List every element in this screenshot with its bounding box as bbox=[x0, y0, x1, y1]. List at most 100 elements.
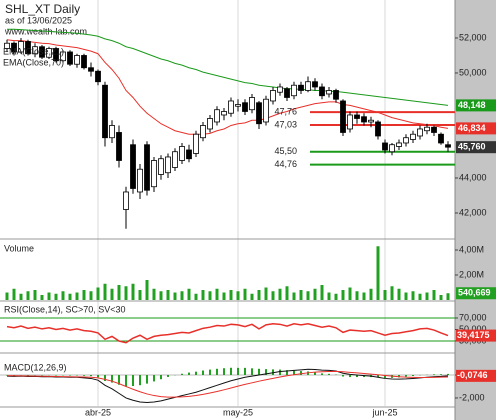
volume-bar bbox=[152, 288, 156, 300]
volume-bar bbox=[89, 291, 93, 300]
volume-bar bbox=[159, 291, 163, 300]
volume-bar bbox=[432, 290, 436, 300]
level-label: 44,76 bbox=[274, 159, 297, 169]
volume-bar bbox=[376, 246, 380, 300]
last-value-box bbox=[456, 369, 496, 382]
volume-bar bbox=[47, 292, 51, 300]
histogram-bar bbox=[160, 374, 162, 380]
volume-bar bbox=[166, 290, 170, 300]
volume-bar bbox=[383, 290, 387, 300]
level-label: 47,03 bbox=[274, 119, 297, 129]
histogram-bar bbox=[412, 374, 414, 377]
volume-bar bbox=[362, 292, 366, 300]
histogram-bar bbox=[125, 374, 127, 387]
histogram-bar bbox=[244, 367, 246, 375]
y-tick-label: 42,000 bbox=[459, 207, 487, 217]
candle-body bbox=[256, 102, 262, 125]
histogram-bar bbox=[209, 369, 211, 375]
plot-layer bbox=[0, 0, 456, 420]
histogram-bar bbox=[293, 370, 295, 375]
candle-body bbox=[249, 97, 255, 111]
volume-bar bbox=[425, 292, 429, 300]
volume-bar bbox=[117, 285, 121, 300]
volume-bar bbox=[327, 292, 331, 300]
level-label: 47,76 bbox=[274, 107, 297, 117]
candle-body bbox=[172, 151, 178, 168]
candle-body bbox=[116, 132, 122, 161]
histogram-bar bbox=[237, 367, 239, 375]
volume-bar bbox=[201, 290, 205, 300]
candle-body bbox=[137, 168, 143, 193]
volume-bar bbox=[61, 291, 65, 300]
volume-bar bbox=[229, 290, 233, 300]
y-tick-label: 50,000 bbox=[459, 67, 487, 77]
last-value-box bbox=[456, 141, 496, 154]
candle-body bbox=[193, 133, 199, 154]
ema-line bbox=[7, 28, 449, 106]
candle-body bbox=[424, 126, 430, 132]
histogram-bar bbox=[90, 374, 92, 377]
candle-body bbox=[4, 42, 10, 49]
rsi-line bbox=[6, 322, 449, 344]
ema-line bbox=[6, 39, 449, 135]
candle-body bbox=[60, 51, 66, 62]
histogram-bar bbox=[272, 369, 274, 375]
last-value-box bbox=[456, 99, 496, 112]
candle-body bbox=[361, 116, 367, 123]
histogram-bar bbox=[97, 374, 99, 378]
volume-bar bbox=[187, 288, 191, 300]
candle-body bbox=[102, 84, 108, 139]
candle-body bbox=[389, 144, 395, 153]
histogram-bar bbox=[251, 368, 253, 375]
candle-body bbox=[270, 90, 276, 102]
candle-body bbox=[25, 41, 31, 55]
x-tick-label: abr-25 bbox=[85, 407, 111, 417]
histogram-bar bbox=[139, 374, 141, 386]
x-tick-label: jun-25 bbox=[371, 407, 397, 417]
volume-bar bbox=[5, 292, 9, 300]
candle-body bbox=[18, 41, 24, 53]
candle-body bbox=[130, 144, 136, 189]
volume-bar bbox=[68, 293, 72, 300]
candle-body bbox=[158, 158, 164, 175]
volume-bar bbox=[173, 292, 177, 300]
pane-title: RSI(Close,14), SC>70, SV<30 bbox=[4, 304, 126, 314]
candle-body bbox=[214, 109, 220, 123]
candle-body bbox=[179, 146, 185, 161]
volume-bar bbox=[54, 293, 58, 300]
y-tick-label: 50,000 bbox=[459, 324, 487, 334]
candle-body bbox=[165, 156, 171, 174]
volume-bar bbox=[40, 295, 44, 300]
volume-bar bbox=[348, 287, 352, 300]
last-value-box bbox=[456, 329, 496, 342]
volume-bar bbox=[145, 280, 149, 300]
volume-bar bbox=[194, 293, 198, 300]
histogram-bar bbox=[447, 373, 449, 375]
candle-body bbox=[438, 133, 444, 144]
candle-body bbox=[144, 144, 150, 191]
candle-body bbox=[151, 160, 157, 188]
candle-body bbox=[403, 137, 409, 144]
legend-entry: EMA(Close,70) bbox=[3, 57, 64, 67]
volume-bar bbox=[285, 286, 289, 300]
candle-body bbox=[326, 90, 332, 95]
candle-body bbox=[445, 144, 451, 148]
histogram-bar bbox=[265, 369, 267, 375]
legend-entry: EMA(Close,21) bbox=[3, 46, 64, 56]
histogram-bar bbox=[279, 369, 281, 375]
candle-body bbox=[298, 84, 304, 91]
y-tick-label: -2,000 bbox=[459, 392, 485, 402]
histogram-bar bbox=[258, 368, 260, 375]
last-value-label: -0,0746 bbox=[457, 370, 488, 380]
candle-body bbox=[67, 51, 73, 65]
candle-body bbox=[312, 81, 318, 88]
candle-body bbox=[186, 149, 192, 160]
volume-bar bbox=[292, 292, 296, 300]
candle-body bbox=[431, 126, 437, 133]
candle-body bbox=[95, 70, 101, 83]
pane-title: MACD(12,26,9) bbox=[4, 362, 67, 372]
candle-body bbox=[291, 84, 297, 97]
volume-bar bbox=[418, 293, 422, 300]
histogram-bar bbox=[69, 374, 71, 376]
